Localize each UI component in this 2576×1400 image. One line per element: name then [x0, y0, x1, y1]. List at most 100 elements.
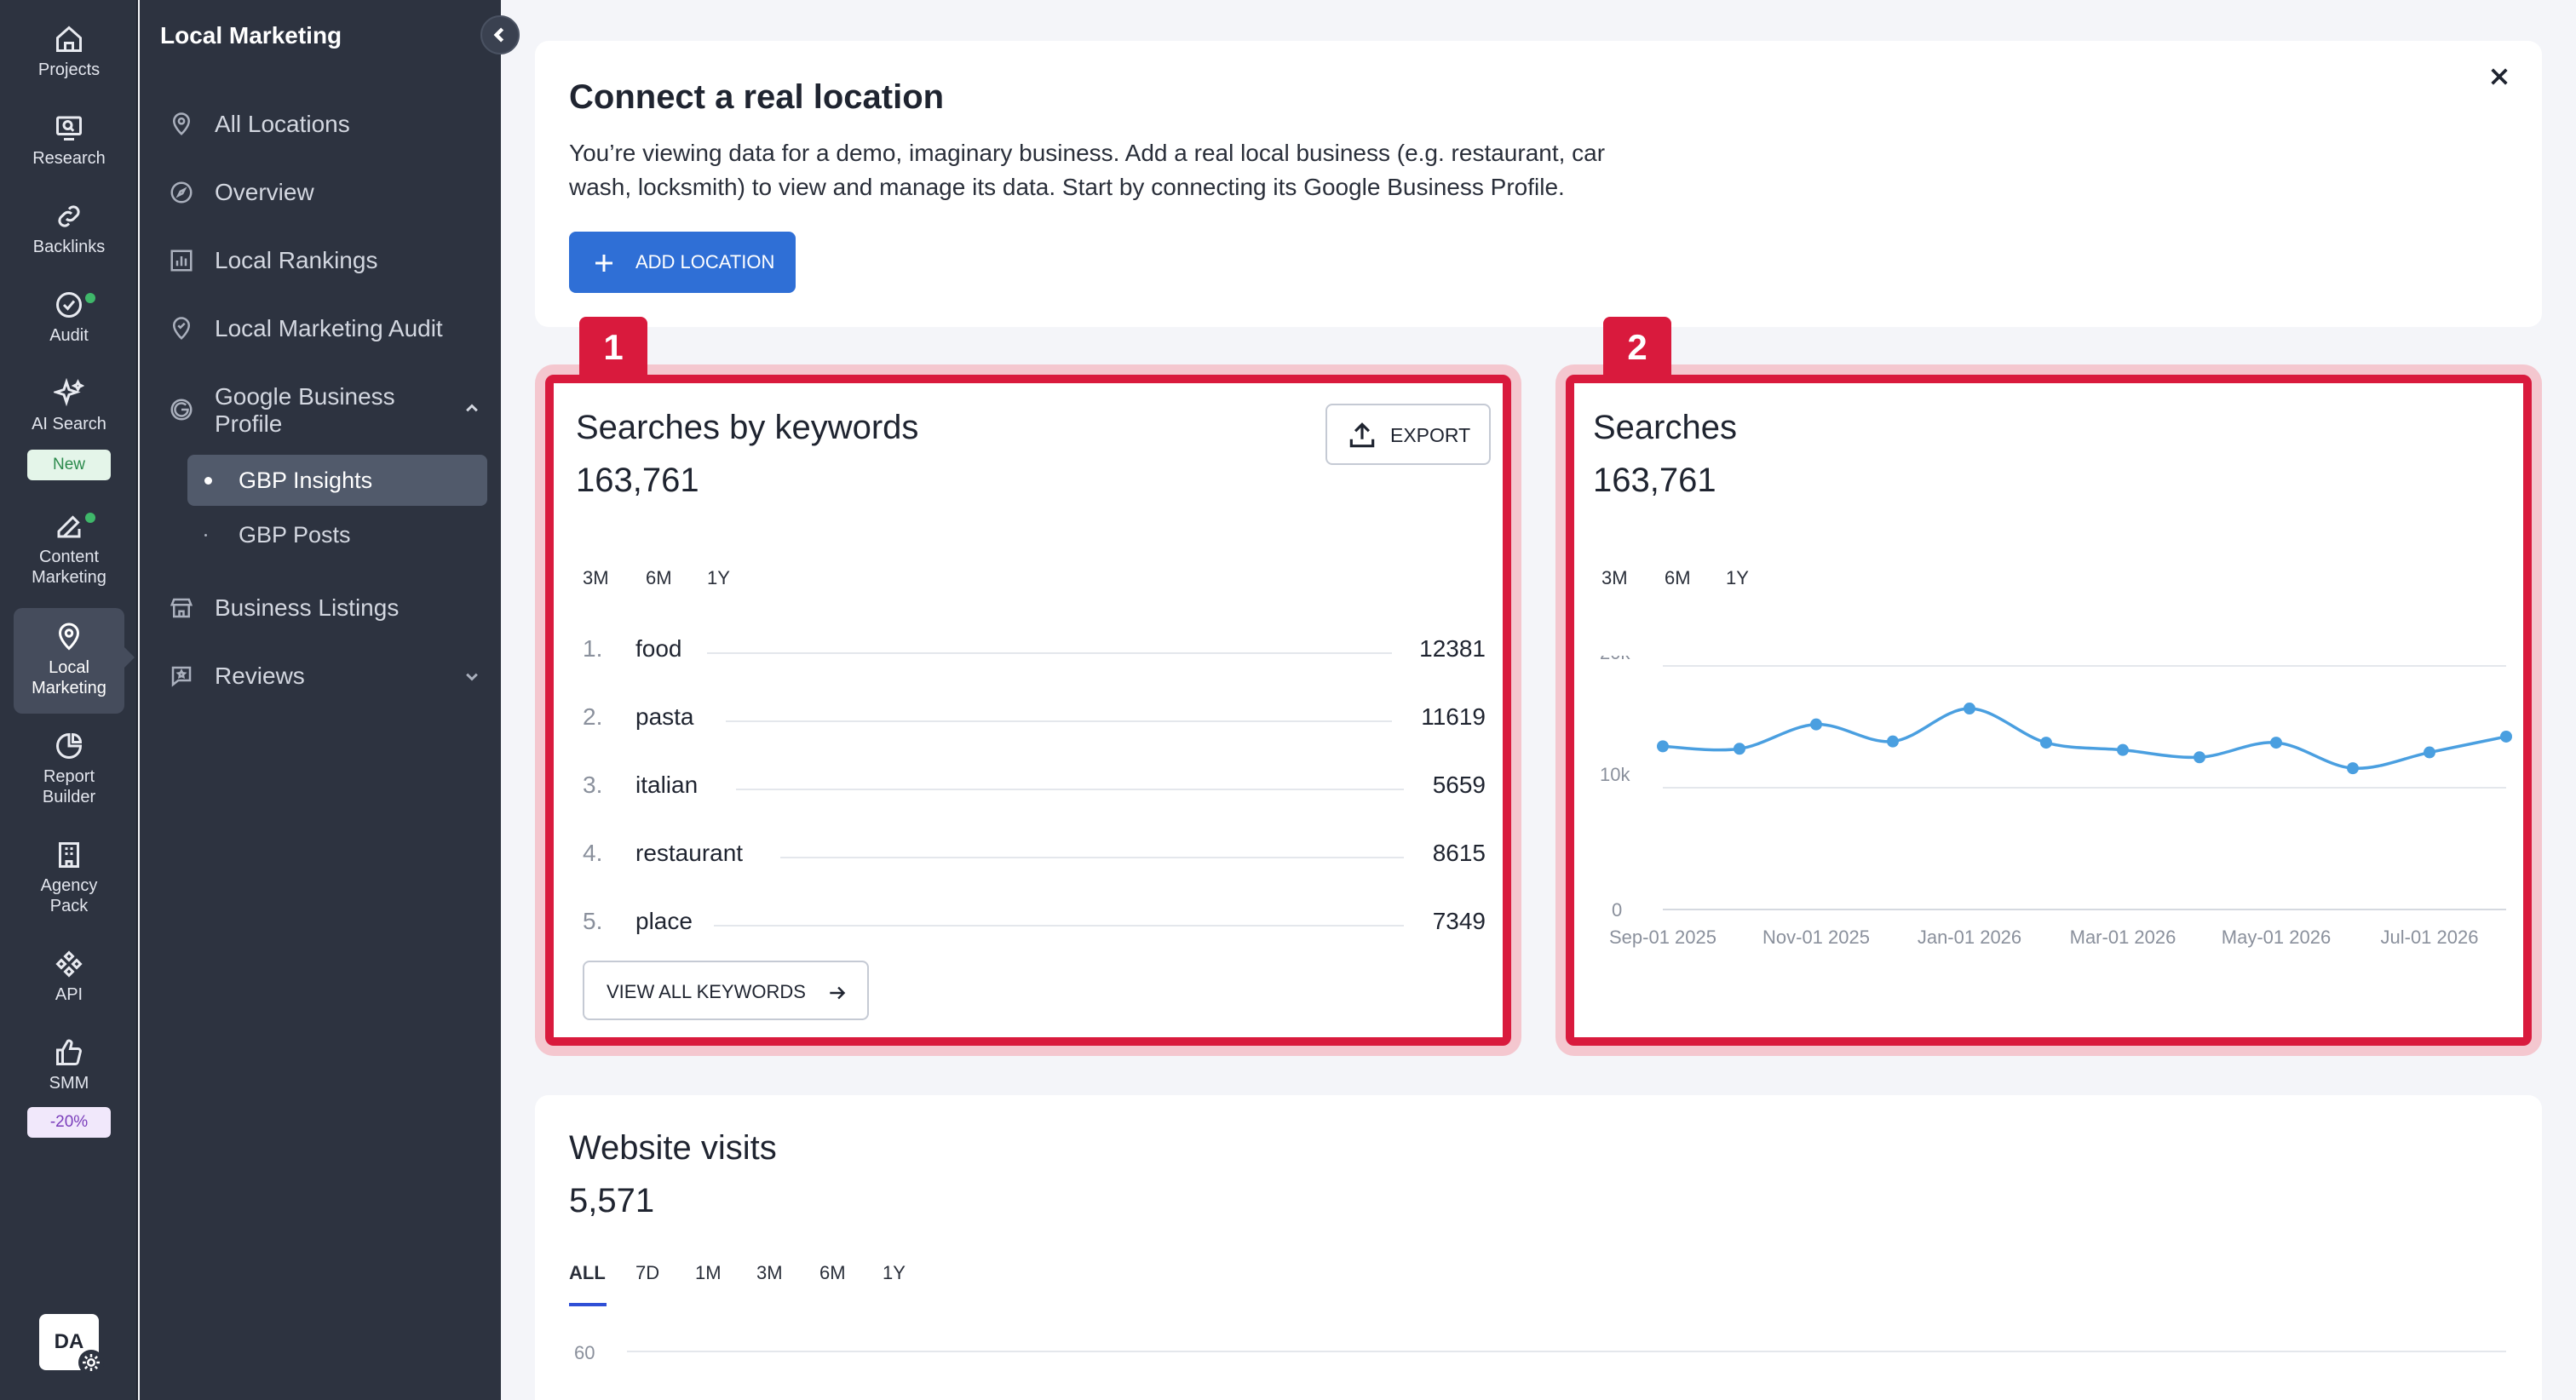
- card-title: Searches: [1593, 409, 1737, 446]
- rail-item-local-marketing[interactable]: Local Marketing: [14, 608, 135, 714]
- home-icon: [56, 26, 82, 52]
- range-3m[interactable]: 3M: [583, 567, 609, 588]
- api-icon: [55, 950, 83, 978]
- highlight-tag-2: 2: [1603, 317, 1671, 378]
- range-all[interactable]: ALL: [569, 1262, 606, 1283]
- sidebar-item-local-rankings[interactable]: Local Rankings: [169, 235, 484, 286]
- sidebar-item-google-business-profile[interactable]: Google Business Profile: [169, 380, 484, 448]
- chevron-down-icon: [466, 673, 478, 681]
- export-label: EXPORT: [1390, 424, 1471, 446]
- map-pin-icon: [172, 112, 191, 135]
- pin-check-icon: [172, 317, 191, 340]
- data-point[interactable]: [2500, 730, 2512, 743]
- rail-item-report-builder[interactable]: Report Builder: [0, 731, 138, 807]
- y-tick-label: 0: [1612, 899, 1622, 921]
- rail-item-projects[interactable]: Projects: [0, 24, 138, 80]
- data-point[interactable]: [1734, 743, 1745, 755]
- sidebar-item-local-marketing-audit[interactable]: Local Marketing Audit: [169, 303, 484, 354]
- rail-label: Projects: [37, 60, 101, 79]
- range-3m[interactable]: 3M: [1601, 567, 1628, 588]
- review-icon: [171, 666, 192, 687]
- keyword-rank: 4.: [583, 840, 603, 866]
- rail-item-ai-search[interactable]: AI Search: [0, 378, 138, 434]
- sidebar-item-overview[interactable]: Overview: [169, 167, 484, 218]
- keyword-divider: [714, 925, 1404, 927]
- gridline: [627, 1351, 2506, 1352]
- collapse-sidebar-button[interactable]: [480, 15, 520, 55]
- y-tick-label: 60: [574, 1342, 595, 1363]
- keyword-value: 7349: [1432, 908, 1486, 934]
- rail-label: Content Marketing: [32, 548, 106, 587]
- x-tick-label: Mar-01 2026: [2070, 927, 2176, 948]
- data-point[interactable]: [2117, 743, 2129, 756]
- rail-label: AI Search: [32, 415, 106, 433]
- rail-item-agency-pack[interactable]: Agency Pack: [0, 840, 138, 916]
- keyword-name: italian: [635, 772, 699, 798]
- rail-item-backlinks[interactable]: Backlinks: [0, 201, 138, 257]
- data-point[interactable]: [1964, 703, 1975, 715]
- range-3m[interactable]: 3M: [756, 1262, 783, 1283]
- keyword-divider: [736, 789, 1404, 790]
- range-6m[interactable]: 6M: [646, 567, 672, 588]
- range-7d[interactable]: 7D: [635, 1262, 660, 1283]
- sidebar-title: Local Marketing: [160, 22, 342, 49]
- view-all-keywords-button[interactable]: VIEW ALL KEYWORDS: [583, 961, 869, 1020]
- rail-item-content-marketing[interactable]: Content Marketing: [0, 511, 138, 588]
- export-button[interactable]: EXPORT: [1325, 404, 1491, 465]
- data-point[interactable]: [2270, 737, 2282, 749]
- website-visits-card: Website visits 5,571 ALL 7D 1M 3M 6M 1Y …: [535, 1095, 2542, 1400]
- sidebar-item-label: Local Marketing Audit: [215, 315, 443, 341]
- rail-label: Agency Pack: [40, 876, 98, 915]
- card-total: 5,571: [569, 1182, 655, 1219]
- keyword-row: 3. italian 5659: [583, 765, 1486, 802]
- x-tick-label: May-01 2026: [2222, 927, 2331, 948]
- card-total: 163,761: [1593, 462, 1716, 499]
- keyword-row: 5. place 7349: [583, 901, 1486, 938]
- data-point[interactable]: [1810, 718, 1822, 731]
- sidebar-item-label: All Locations: [215, 111, 350, 137]
- data-point[interactable]: [1657, 740, 1669, 753]
- searches-by-keywords-card: Searches by keywords 163,761 EXPORT 3M 6…: [545, 375, 1511, 1046]
- building-icon: [59, 842, 79, 868]
- bullet: [204, 477, 212, 485]
- keyword-value: 8615: [1432, 840, 1486, 866]
- rail-label: Research: [32, 149, 106, 168]
- range-1y[interactable]: 1Y: [1726, 567, 1749, 588]
- sidebar-subitem-gbp-insights[interactable]: GBP Insights: [187, 455, 487, 506]
- connect-description: You’re viewing data for a demo, imaginar…: [569, 140, 1606, 200]
- add-location-button[interactable]: ADD LOCATION: [569, 232, 796, 293]
- rail-item-smm[interactable]: SMM: [0, 1037, 138, 1093]
- rail-label: Backlinks: [32, 238, 106, 256]
- x-tick-label: Jan-01 2026: [1918, 927, 2021, 948]
- keyword-row: 1. food 12381: [583, 628, 1486, 666]
- sidebar-subitem-gbp-posts[interactable]: GBP Posts: [187, 509, 487, 560]
- data-point[interactable]: [2424, 746, 2435, 759]
- discount-badge: -20%: [27, 1107, 111, 1138]
- sidebar: Local Marketing All Locations Overview L…: [140, 0, 520, 1400]
- data-point[interactable]: [2040, 737, 2052, 749]
- compass-icon: [170, 181, 193, 204]
- data-point[interactable]: [1887, 735, 1899, 748]
- sidebar-item-business-listings[interactable]: Business Listings: [169, 582, 484, 634]
- close-icon[interactable]: [2482, 60, 2516, 94]
- status-dot: [85, 293, 95, 303]
- plus-icon: [595, 255, 612, 272]
- rail-item-api[interactable]: API: [0, 949, 138, 1005]
- avatar[interactable]: DA: [39, 1314, 104, 1375]
- range-6m[interactable]: 6M: [819, 1262, 846, 1283]
- rail-item-audit[interactable]: Audit: [0, 290, 138, 346]
- connect-title: Connect a real location: [569, 78, 945, 116]
- sidebar-item-reviews[interactable]: Reviews: [169, 651, 484, 702]
- rail-item-research[interactable]: Research: [0, 112, 138, 169]
- card-title: Website visits: [569, 1129, 777, 1167]
- data-point[interactable]: [2194, 751, 2205, 764]
- range-6m[interactable]: 6M: [1665, 567, 1691, 588]
- avatar-initials: DA: [54, 1330, 84, 1353]
- monitor-search-icon: [56, 116, 82, 141]
- range-1y[interactable]: 1Y: [883, 1262, 906, 1283]
- sidebar-item-all-locations[interactable]: All Locations: [169, 99, 484, 150]
- range-1y[interactable]: 1Y: [707, 567, 730, 588]
- status-dot: [85, 513, 95, 523]
- data-point[interactable]: [2347, 762, 2359, 775]
- range-1m[interactable]: 1M: [695, 1262, 722, 1283]
